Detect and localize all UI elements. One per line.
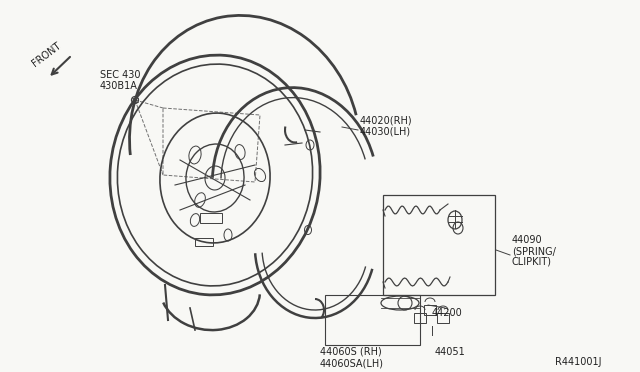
Bar: [325, 295, 420, 345]
Bar: [414, 313, 426, 323]
Bar: [424, 305, 436, 315]
Text: R441001J: R441001J: [555, 357, 602, 367]
Bar: [383, 195, 495, 295]
Text: 430B1A: 430B1A: [100, 81, 138, 91]
Text: 44030(LH): 44030(LH): [360, 126, 411, 136]
Bar: [195, 238, 213, 246]
Text: 44090: 44090: [512, 235, 543, 245]
Text: CLIPKIT): CLIPKIT): [512, 257, 552, 267]
Text: 44020(RH): 44020(RH): [360, 115, 413, 125]
Bar: [437, 313, 449, 323]
Text: 44200: 44200: [432, 308, 463, 318]
Text: 44060S (RH): 44060S (RH): [320, 347, 381, 357]
Text: SEC 430: SEC 430: [100, 70, 141, 80]
Text: (SPRING/: (SPRING/: [512, 246, 556, 256]
Text: 44060SA(LH): 44060SA(LH): [320, 358, 384, 368]
Text: FRONT: FRONT: [30, 41, 63, 69]
Bar: [200, 213, 222, 223]
Text: 44051: 44051: [435, 347, 466, 357]
